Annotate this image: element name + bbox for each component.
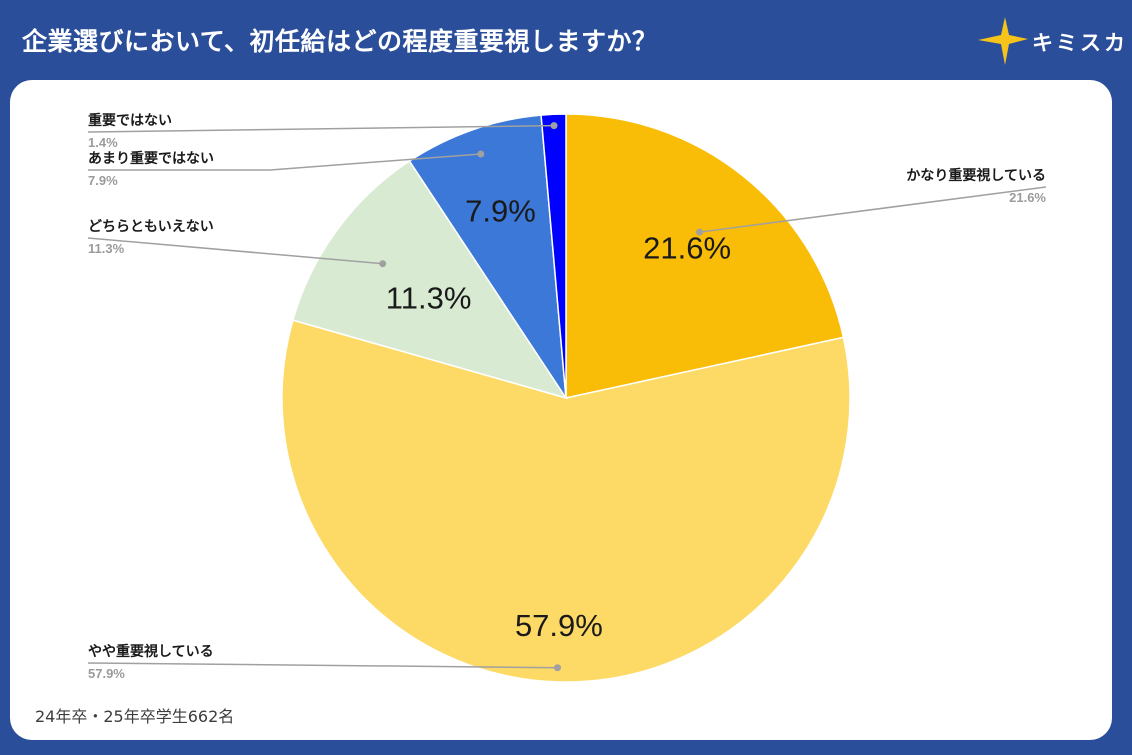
pie-slice-1 <box>565 113 845 399</box>
star-icon <box>978 17 1028 65</box>
callout-dot-3 <box>379 260 387 268</box>
callout-dot-4 <box>477 150 485 158</box>
slice-category-label-1: かなり重要視している <box>906 167 1046 184</box>
slice-category-label-5: 重要ではない <box>88 112 172 129</box>
slice-callout-value-3: 11.3% <box>88 241 125 256</box>
callout-line-2 <box>87 662 558 669</box>
pie-slice-2 <box>281 319 851 683</box>
slice-category-label-2: やや重要視している <box>88 643 214 660</box>
slice-callout-value-1: 21.6% <box>1009 190 1046 205</box>
callout-dot-1 <box>696 228 704 236</box>
callout-line-5 <box>87 124 555 133</box>
brand-logo: キミスカ <box>976 15 1125 67</box>
slice-callout-value-5: 1.4% <box>88 135 118 150</box>
slice-category-label-4: あまり重要ではない <box>88 150 214 167</box>
callout-dot-5 <box>550 122 558 130</box>
footnote: 24年卒・25年卒学生662名 <box>35 707 235 726</box>
slice-callout-value-4: 7.9% <box>88 173 118 188</box>
pie-slice-4 <box>408 114 567 399</box>
pie-slice-3 <box>291 159 568 400</box>
logo-text: キミスカ <box>1032 31 1128 55</box>
slice-value-label-4: 7.9% <box>465 193 536 228</box>
slice-value-label-3: 11.3% <box>386 280 472 315</box>
callout-line-1 <box>699 186 1047 233</box>
pie-slice-5 <box>540 113 567 399</box>
callout-dot-2 <box>554 664 561 672</box>
slice-value-label-1: 21.6% <box>643 231 731 266</box>
page-title: 企業選びにおいて、初任給はどの程度重要視しますか？ <box>22 27 658 56</box>
callout-line-3 <box>87 237 383 265</box>
callout-line-4 <box>88 153 481 171</box>
header: 企業選びにおいて、初任給はどの程度重要視しますか？ キミスカ <box>0 0 1132 80</box>
slice-category-label-3: どちらともいえない <box>88 219 214 235</box>
slice-value-label-2: 57.9% <box>515 608 603 643</box>
slice-callout-value-2: 57.9% <box>88 666 125 681</box>
